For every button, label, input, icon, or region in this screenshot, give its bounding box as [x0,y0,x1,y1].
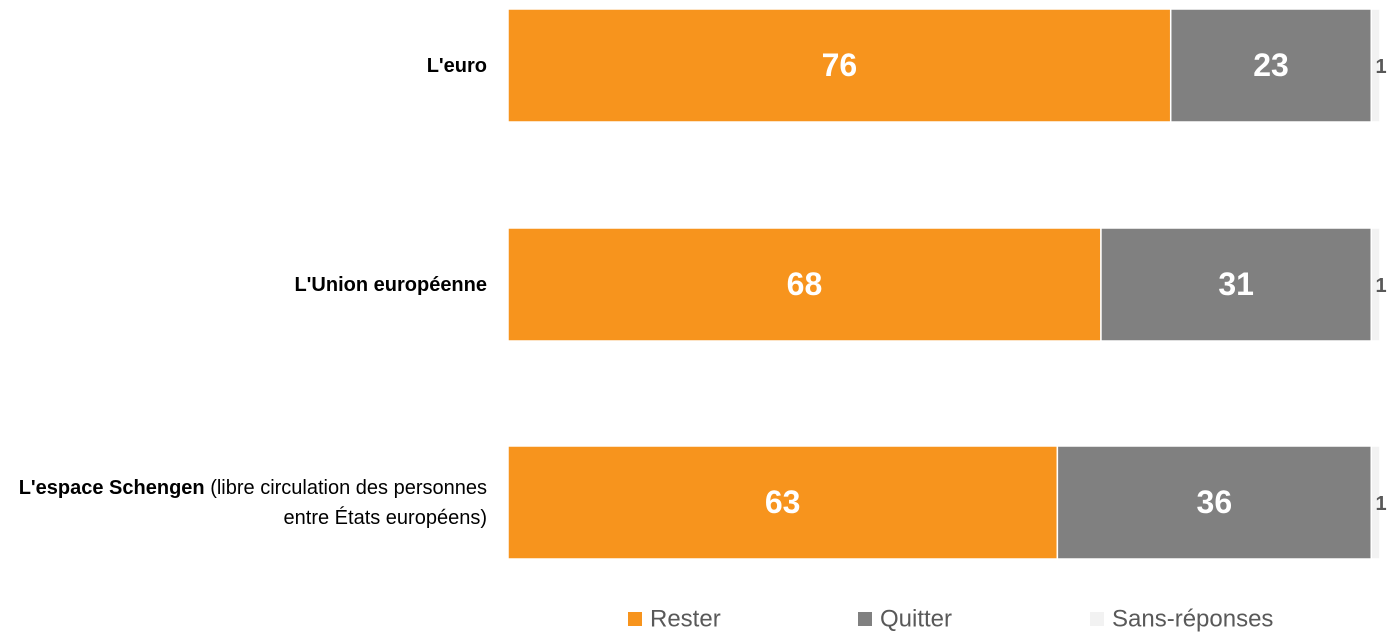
category-label: L'euro [0,9,487,122]
bar-segment [1370,445,1381,560]
legend-label: Quitter [880,605,952,632]
value-label: 76 [822,47,858,83]
category-text: L'espace Schengen (libre circulation des… [0,473,487,533]
legend-label: Sans-réponses [1112,605,1273,632]
bar-segment [1370,227,1381,342]
bar-segment [507,227,1102,342]
category-note: (libre circulation des personnes entre É… [210,476,487,529]
value-label: 63 [765,484,801,520]
category-label: L'Union européenne [0,228,487,341]
category-text: L'Union européenne [294,270,487,300]
legend-label: Rester [650,605,721,632]
value-label: 1 [1375,275,1386,297]
legend-swatch [1090,612,1104,626]
category-name: L'euro [426,54,487,77]
value-label: 36 [1197,484,1233,520]
category-name: L'Union européenne [294,273,487,296]
bar-segment [1100,227,1373,342]
bar-segment [507,8,1172,123]
bar-segment [1169,8,1373,123]
value-label: 68 [787,266,823,302]
bar-segment [1056,445,1373,560]
value-label: 1 [1375,56,1386,78]
bar-segment [507,445,1059,560]
category-label: L'espace Schengen (libre circulation des… [0,446,487,559]
legend-swatch [628,612,642,626]
bar-segment [1370,8,1381,123]
category-name: L'espace Schengen [18,476,205,499]
value-label: 1 [1375,493,1386,515]
value-label: 31 [1218,266,1254,302]
category-text: L'euro [427,51,487,81]
value-label: 23 [1253,47,1289,83]
legend-swatch [858,612,872,626]
